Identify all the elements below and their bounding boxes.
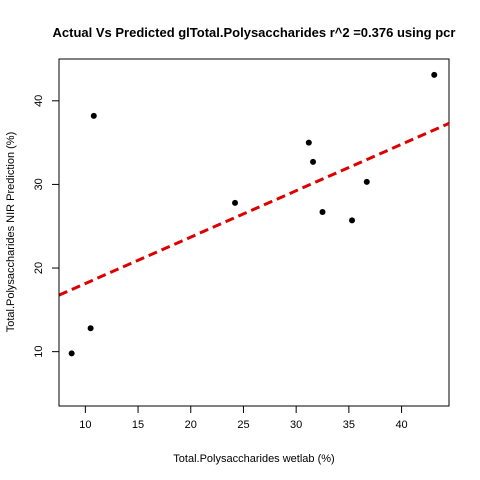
x-tick-label: 25 — [237, 419, 249, 431]
x-tick-label: 40 — [395, 419, 407, 431]
data-point — [87, 325, 94, 332]
y-tick-label: 10 — [33, 346, 45, 358]
x-axis: 10 15 20 25 30 35 40 — [79, 405, 408, 431]
fit-line — [58, 122, 450, 297]
y-axis: 10 20 30 40 — [33, 95, 60, 358]
data-point — [305, 139, 312, 146]
data-point — [310, 158, 317, 165]
fit-line-layer — [58, 122, 450, 297]
x-tick-label: 35 — [343, 419, 355, 431]
data-point — [232, 199, 239, 206]
x-tick-label: 30 — [290, 419, 302, 431]
y-axis-label: Total.Polysaccharides NIR Prediction (%) — [5, 132, 17, 333]
y-tick-label: 40 — [33, 95, 45, 107]
x-tick-label: 20 — [185, 419, 197, 431]
data-point — [90, 112, 97, 119]
points-layer — [68, 71, 438, 357]
data-point — [431, 71, 438, 78]
chart-title: Actual Vs Predicted glTotal.Polysacchari… — [53, 25, 456, 40]
data-point — [68, 350, 75, 357]
y-tick-label: 20 — [33, 262, 45, 274]
y-tick-label: 30 — [33, 178, 45, 190]
data-point — [349, 217, 356, 224]
x-tick-label: 10 — [79, 419, 91, 431]
plot-frame — [58, 58, 450, 407]
data-point — [319, 209, 326, 216]
x-axis-label: Total.Polysaccharides wetlab (%) — [173, 453, 334, 465]
x-tick-label: 15 — [132, 419, 144, 431]
data-point — [363, 178, 370, 185]
